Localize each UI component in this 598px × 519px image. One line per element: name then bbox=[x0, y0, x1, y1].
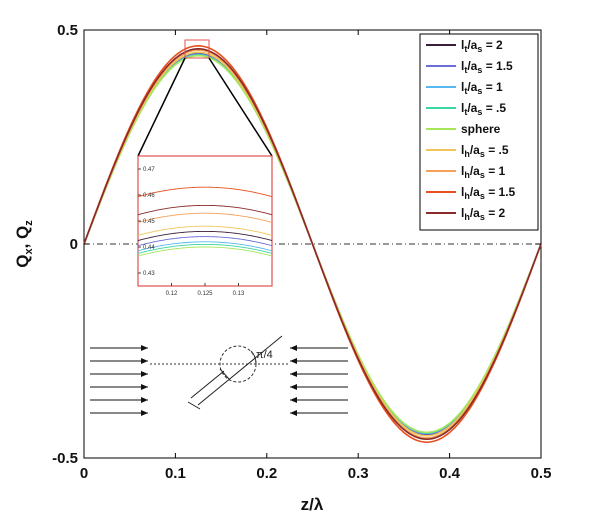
inset-series-line-0 bbox=[137, 230, 273, 241]
y-axis-title-sep: , Q bbox=[13, 226, 32, 249]
zoom-region-box bbox=[184, 39, 210, 59]
y-tick-label-1: 0 bbox=[70, 236, 78, 253]
x-tick-label-3: 0.3 bbox=[348, 465, 369, 482]
right-arrow-head-3 bbox=[290, 384, 297, 390]
inset-series-line-5 bbox=[137, 225, 273, 236]
legend-label-1: lt/as = 1.5 bbox=[461, 59, 513, 75]
series-lines bbox=[83, 45, 542, 443]
y-tick-label-0: 0.5 bbox=[57, 22, 78, 39]
zoom-connector-right bbox=[208, 57, 273, 157]
left-arrow-head-3 bbox=[141, 384, 148, 390]
right-arrow-head-0 bbox=[290, 345, 297, 351]
inset-zoom-plot: 0.12 0.125 0.13 0.47 0.46 0.45 0.44 0.43 bbox=[137, 155, 273, 297]
legend-label-2: lt/as = 1 bbox=[461, 80, 503, 96]
inset-x-tick-label-1: 0.125 bbox=[197, 291, 213, 297]
right-incoming-arrows bbox=[290, 345, 348, 416]
inset-series-line-4 bbox=[137, 246, 273, 257]
x-tick-label-2: 0.2 bbox=[256, 465, 277, 482]
inset-series-line-1 bbox=[137, 236, 273, 247]
inset-y-tick-label-2: 0.45 bbox=[143, 219, 155, 225]
inset-series-line-2 bbox=[137, 241, 273, 252]
right-arrow-head-5 bbox=[290, 410, 297, 416]
legend-label-4: sphere bbox=[461, 122, 501, 136]
inset-ticks: 0.12 0.125 0.13 0.47 0.46 0.45 0.44 0.43 bbox=[138, 167, 245, 297]
y-axis-title: Qx, Qz bbox=[13, 220, 35, 268]
legend: lt/as = 2 lt/as = 1.5 lt/as = 1 lt/as = .5 s… bbox=[419, 33, 539, 231]
left-arrow-head-4 bbox=[141, 397, 148, 403]
series-line-8 bbox=[83, 48, 542, 440]
legend-label-6: lh/as = 1 bbox=[461, 164, 506, 180]
left-arrow-head-5 bbox=[141, 410, 148, 416]
right-arrow-head-1 bbox=[290, 358, 297, 364]
inset-x-tick-label-2: 0.13 bbox=[233, 291, 245, 297]
right-arrow-head-4 bbox=[290, 397, 297, 403]
inset-series-line-3 bbox=[137, 243, 273, 254]
x-axis-ticks: 0 0.1 0.2 0.3 0.4 0.5 bbox=[80, 30, 552, 482]
inset-series-line-7 bbox=[137, 186, 273, 198]
legend-label-7: lh/as = 1.5 bbox=[461, 185, 516, 201]
inset-x-tick-label-0: 0.12 bbox=[166, 291, 178, 297]
sphere-outline bbox=[219, 345, 257, 383]
rod-line-upper bbox=[197, 335, 283, 406]
left-arrow-head-2 bbox=[141, 371, 148, 377]
inset-series-line-8 bbox=[137, 204, 273, 216]
legend-items: lt/as = 2 lt/as = 1.5 lt/as = 1 lt/as = .5 s… bbox=[426, 38, 516, 222]
angle-label: π/4 bbox=[256, 349, 273, 361]
x-tick-label-5: 0.5 bbox=[531, 465, 552, 482]
zoom-connector-left bbox=[137, 57, 186, 157]
x-tick-label-1: 0.1 bbox=[165, 465, 186, 482]
y-axis-title-sub-x: x bbox=[23, 248, 35, 255]
y-axis-title-q: Q bbox=[13, 255, 32, 268]
inset-y-tick-label-4: 0.43 bbox=[143, 271, 155, 277]
x-tick-label-0: 0 bbox=[80, 465, 88, 482]
right-arrow-head-2 bbox=[290, 371, 297, 377]
legend-label-5: lh/as = .5 bbox=[461, 143, 509, 159]
left-incoming-arrows bbox=[90, 345, 148, 416]
x-tick-label-4: 0.4 bbox=[439, 465, 461, 482]
left-arrow-head-1 bbox=[141, 358, 148, 364]
rod-inner-cap bbox=[219, 368, 230, 380]
flow-schematic: π/4 bbox=[90, 335, 348, 416]
rod-line-lower bbox=[190, 370, 225, 399]
legend-label-8: lh/as = 2 bbox=[461, 206, 506, 222]
y-axis-ticks: 0.5 0 -0.5 bbox=[52, 22, 541, 467]
inset-y-tick-label-0: 0.47 bbox=[143, 167, 155, 173]
inset-y-tick-label-3: 0.44 bbox=[143, 245, 155, 251]
angle-arc bbox=[250, 350, 257, 365]
inset-series-lines bbox=[137, 186, 273, 257]
inset-series-line-6 bbox=[137, 212, 273, 223]
left-arrow-head-0 bbox=[141, 345, 148, 351]
y-axis-title-sub-z: z bbox=[23, 220, 35, 226]
rod-end-cap bbox=[187, 401, 201, 410]
legend-label-0: lt/as = 2 bbox=[461, 38, 503, 54]
y-tick-label-2: -0.5 bbox=[52, 450, 78, 467]
legend-label-3: lt/as = .5 bbox=[461, 101, 506, 117]
inset-y-tick-label-1: 0.46 bbox=[143, 193, 155, 199]
x-axis-title: z/λ bbox=[301, 495, 324, 514]
inset-background bbox=[137, 155, 273, 287]
